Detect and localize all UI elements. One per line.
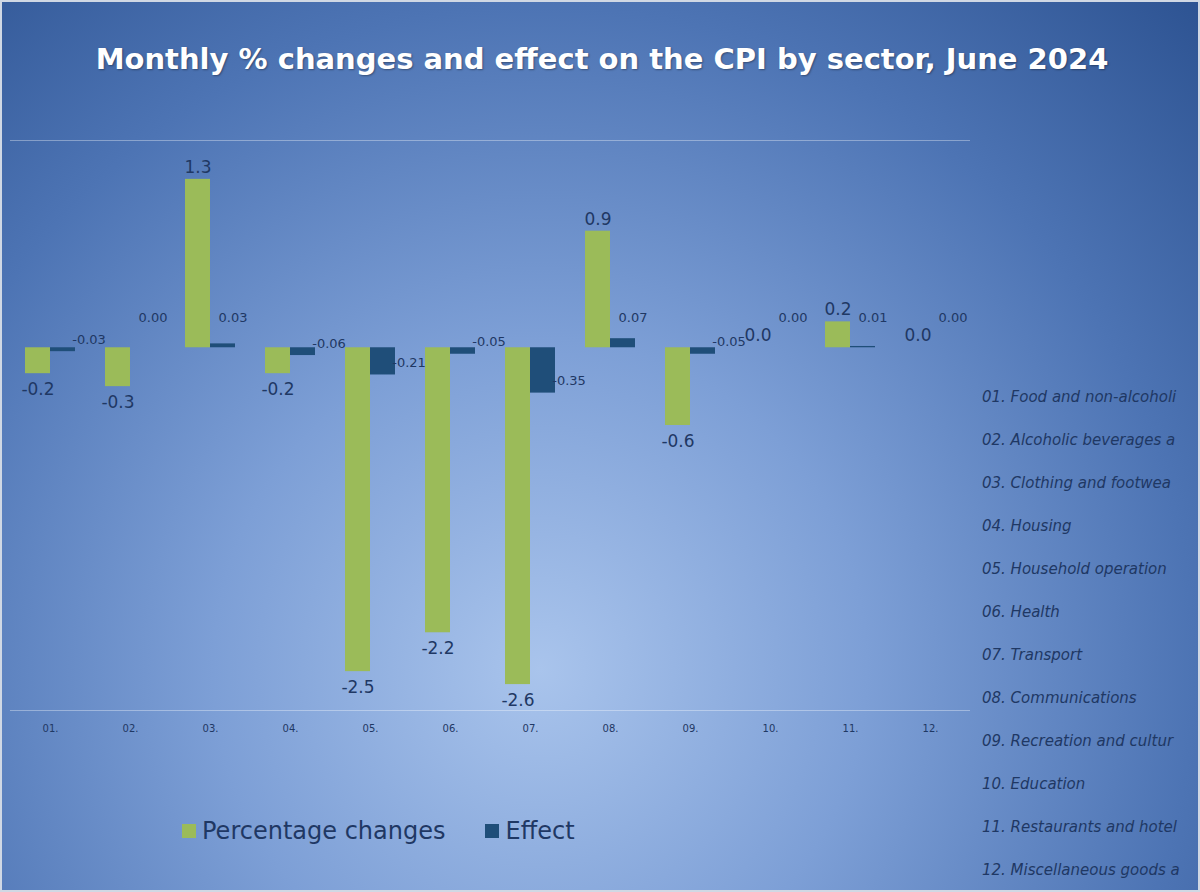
html-text:Effect: Effect [505, 817, 575, 845]
svg-text:-0.35: -0.35 [552, 373, 586, 388]
svg-text:02.: 02. [123, 723, 139, 734]
svg-text:0.9: 0.9 [584, 209, 611, 229]
svg-text:-0.21: -0.21 [392, 355, 426, 370]
html-text:06. Health: 06. Health [982, 603, 1060, 621]
svg-text:0.00: 0.00 [779, 310, 808, 325]
svg-text:-0.3: -0.3 [101, 392, 134, 412]
svg-text:0.01: 0.01 [859, 310, 888, 325]
svg-text:11.: 11. [843, 723, 859, 734]
html-text:11. Restaurants and hotel: 11. Restaurants and hotel [982, 818, 1177, 836]
svg-text:09.: 09. [683, 723, 699, 734]
svg-text:08.: 08. [603, 723, 619, 734]
svg-text:0.00: 0.00 [939, 310, 968, 325]
html-text:Monthly % changes and effect o: Monthly % changes and effect on the CPI … [95, 42, 1109, 76]
svg-text:0.2: 0.2 [824, 299, 851, 319]
svg-text:0.00: 0.00 [139, 310, 168, 325]
html-text:05. Household operation: 05. Household operation [982, 560, 1167, 578]
svg-text:04.: 04. [283, 723, 299, 734]
svg-text:-0.6: -0.6 [661, 431, 694, 451]
html-text:12. Miscellaneous goods a: 12. Miscellaneous goods a [982, 861, 1180, 879]
svg-text:0.0: 0.0 [744, 325, 771, 345]
svg-text:0.03: 0.03 [219, 310, 248, 325]
html-text:Percentage changes: Percentage changes [202, 817, 446, 845]
svg-text:07.: 07. [523, 723, 539, 734]
svg-text:10.: 10. [763, 723, 779, 734]
html-text:08. Communications: 08. Communications [982, 689, 1137, 707]
svg-text:0.0: 0.0 [904, 325, 931, 345]
html-text:02. Alcoholic beverages a: 02. Alcoholic beverages a [982, 431, 1176, 449]
svg-text:-0.06: -0.06 [312, 336, 346, 351]
svg-text:-0.2: -0.2 [261, 379, 294, 399]
svg-text:-0.05: -0.05 [712, 334, 746, 349]
svg-text:0.07: 0.07 [619, 310, 648, 325]
svg-text:-0.05: -0.05 [472, 334, 506, 349]
svg-text:-0.2: -0.2 [21, 379, 54, 399]
html-text:04. Housing: 04. Housing [982, 517, 1072, 535]
svg-text:1.3: 1.3 [184, 157, 211, 177]
svg-text:05.: 05. [363, 723, 379, 734]
html-text:01. Food and non-alcoholi: 01. Food and non-alcoholi [982, 388, 1177, 406]
svg-text:-2.5: -2.5 [341, 677, 374, 697]
svg-text:12.: 12. [923, 723, 939, 734]
html-text:09. Recreation and cultur: 09. Recreation and cultur [982, 732, 1174, 750]
svg-text:-2.2: -2.2 [421, 638, 454, 658]
svg-text:-2.6: -2.6 [501, 690, 534, 710]
svg-text:-0.03: -0.03 [72, 332, 106, 347]
svg-text:06.: 06. [443, 723, 459, 734]
html-text:10. Education: 10. Education [982, 775, 1086, 793]
html-text:07. Transport: 07. Transport [982, 646, 1083, 664]
svg-text:03.: 03. [203, 723, 219, 734]
html-text:03. Clothing and footwea: 03. Clothing and footwea [982, 474, 1171, 492]
svg-text:01.: 01. [43, 723, 59, 734]
